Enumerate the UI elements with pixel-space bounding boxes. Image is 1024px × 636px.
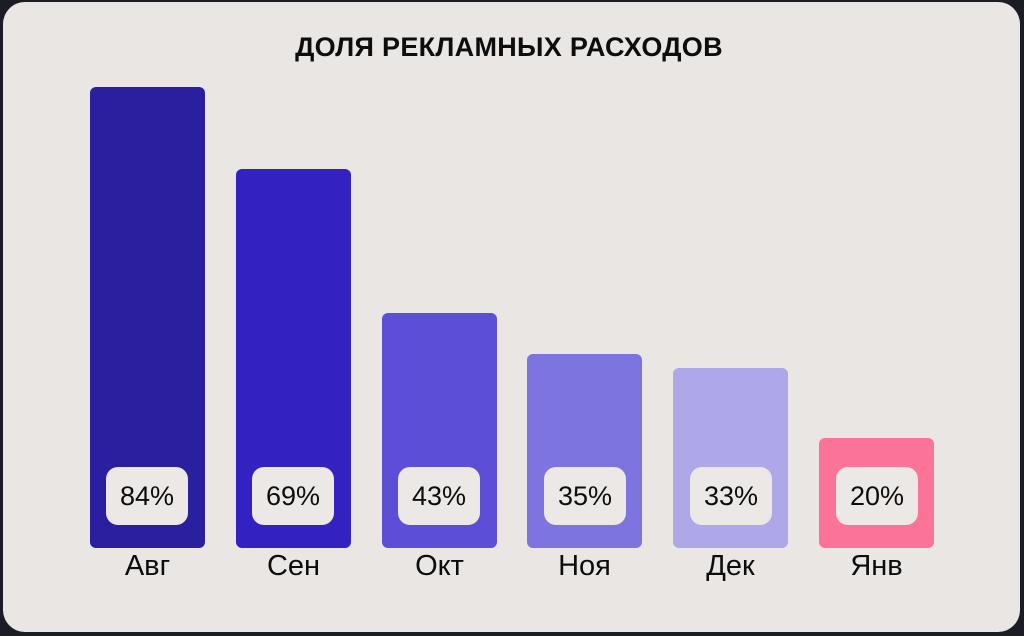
chart-title: ДОЛЯ РЕКЛАМНЫХ РАСХОДОВ	[295, 32, 723, 62]
value-label-dec: 33%	[690, 467, 772, 525]
month-label-oct: Окт	[415, 550, 464, 582]
month-label-sep: Сен	[266, 550, 321, 582]
month-label-nov: Ноя	[558, 550, 611, 582]
value-label-jan: 20%	[836, 467, 918, 525]
month-label-dec: Дек	[706, 550, 755, 582]
chart-card: ДОЛЯ РЕКЛАМНЫХ РАСХОДОВ 84% Авг 69% Сен …	[3, 2, 1020, 632]
value-label-aug: 84%	[106, 467, 188, 525]
value-label-sep: 69%	[252, 467, 334, 525]
month-label-jan: Янв	[850, 550, 903, 582]
month-label-aug: Авг	[124, 550, 171, 582]
value-label-oct: 43%	[398, 467, 480, 525]
value-label-nov: 35%	[544, 467, 626, 525]
